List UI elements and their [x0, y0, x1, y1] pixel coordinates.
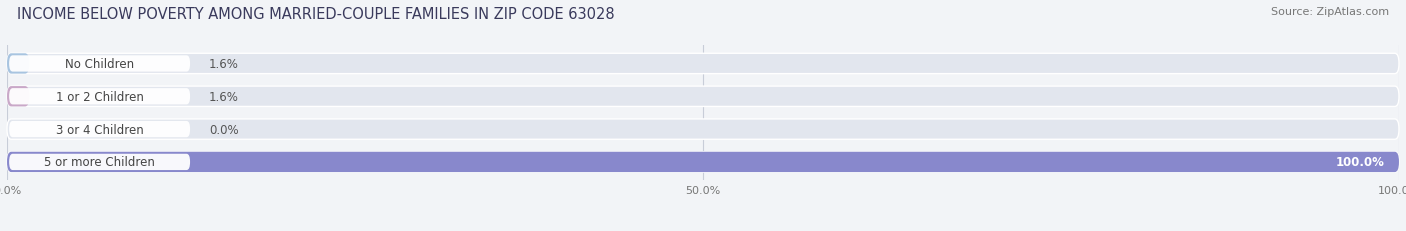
FancyBboxPatch shape [7, 119, 1399, 140]
Text: 1.6%: 1.6% [209, 58, 239, 71]
Text: 100.0%: 100.0% [1336, 156, 1385, 169]
FancyBboxPatch shape [7, 54, 30, 74]
Text: 0.0%: 0.0% [209, 123, 239, 136]
Text: 1 or 2 Children: 1 or 2 Children [56, 90, 143, 103]
Text: 5 or more Children: 5 or more Children [44, 156, 155, 169]
FancyBboxPatch shape [8, 122, 190, 138]
Text: Source: ZipAtlas.com: Source: ZipAtlas.com [1271, 7, 1389, 17]
Text: 1.6%: 1.6% [209, 90, 239, 103]
FancyBboxPatch shape [7, 87, 1399, 107]
Text: 3 or 4 Children: 3 or 4 Children [56, 123, 143, 136]
FancyBboxPatch shape [8, 89, 190, 105]
Text: INCOME BELOW POVERTY AMONG MARRIED-COUPLE FAMILIES IN ZIP CODE 63028: INCOME BELOW POVERTY AMONG MARRIED-COUPL… [17, 7, 614, 22]
FancyBboxPatch shape [7, 87, 30, 107]
FancyBboxPatch shape [7, 54, 1399, 74]
Text: No Children: No Children [65, 58, 134, 71]
FancyBboxPatch shape [7, 152, 1399, 172]
FancyBboxPatch shape [8, 56, 190, 72]
FancyBboxPatch shape [8, 154, 190, 170]
FancyBboxPatch shape [7, 152, 1399, 172]
